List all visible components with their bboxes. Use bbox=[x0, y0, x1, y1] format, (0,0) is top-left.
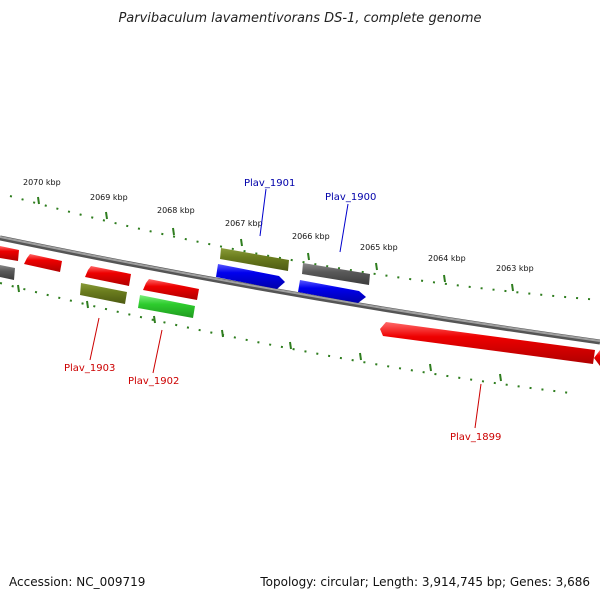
scale-label: 2067 kbp bbox=[225, 219, 263, 228]
major-tick bbox=[86, 300, 89, 309]
scale-label: 2068 kbp bbox=[157, 206, 195, 215]
gene-label-plav-1903[interactable]: Plav_1903 bbox=[64, 363, 115, 374]
major-tick bbox=[443, 274, 446, 283]
scale-label: 2066 kbp bbox=[292, 232, 330, 241]
major-tick bbox=[221, 329, 224, 338]
major-tick bbox=[359, 352, 362, 361]
major-tick bbox=[289, 341, 292, 350]
major-tick bbox=[17, 284, 20, 293]
major-tick bbox=[37, 196, 40, 205]
gene-label-plav-1902[interactable]: Plav_1902 bbox=[128, 376, 179, 387]
gene-forward-gray[interactable] bbox=[302, 263, 370, 285]
label-leader bbox=[474, 383, 482, 429]
topology-text: Topology: circular; Length: 3,914,745 bp… bbox=[260, 575, 590, 589]
major-tick bbox=[105, 211, 108, 220]
inner-major-ticks bbox=[17, 284, 502, 382]
gene-reverse-red[interactable] bbox=[0, 246, 19, 261]
major-tick bbox=[153, 315, 156, 324]
gene-reverse-red-long[interactable] bbox=[380, 322, 595, 364]
major-tick bbox=[240, 238, 243, 247]
gene-forward-olive[interactable] bbox=[220, 248, 289, 271]
inner-tick-ring bbox=[0, 282, 571, 394]
major-tick bbox=[499, 373, 502, 382]
label-leader bbox=[152, 329, 163, 374]
major-tick bbox=[172, 227, 175, 236]
gene-reverse-red[interactable] bbox=[24, 254, 62, 272]
genome-backbone-highlight bbox=[0, 236, 600, 342]
gene-reverse-red[interactable] bbox=[85, 266, 131, 286]
label-leader bbox=[259, 188, 267, 237]
scale-label: 2070 kbp bbox=[23, 178, 61, 187]
gene-reverse-green[interactable] bbox=[138, 295, 195, 318]
major-tick bbox=[307, 252, 310, 261]
inner-dotted-ring bbox=[0, 282, 571, 394]
gene-reverse-olive[interactable] bbox=[80, 283, 127, 304]
map-title: Parvibaculum lavamentivorans DS-1, compl… bbox=[118, 11, 481, 26]
scale-label: 2069 kbp bbox=[90, 193, 128, 202]
gene-label-plav-1900[interactable]: Plav_1900 bbox=[325, 192, 376, 203]
gene-forward-blue[interactable] bbox=[298, 280, 366, 303]
scale-label: 2063 kbp bbox=[496, 264, 534, 273]
major-tick bbox=[429, 363, 432, 372]
outer-major-ticks bbox=[37, 196, 514, 292]
gene-label-plav-1901[interactable]: Plav_1901 bbox=[244, 178, 295, 189]
scale-label: 2065 kbp bbox=[360, 243, 398, 252]
major-tick bbox=[511, 283, 514, 292]
gene-reverse-gray[interactable] bbox=[0, 265, 15, 280]
gene-reverse-red[interactable] bbox=[143, 279, 199, 300]
outer-tick-ring bbox=[9, 195, 600, 301]
outer-dotted-ring bbox=[9, 195, 600, 301]
scale-label: 2064 kbp bbox=[428, 254, 466, 263]
label-leader bbox=[89, 317, 100, 361]
label-leader bbox=[339, 203, 349, 253]
gene-forward-blue[interactable] bbox=[216, 264, 285, 289]
major-tick bbox=[375, 262, 378, 271]
gene-reverse-red[interactable] bbox=[594, 350, 600, 366]
accession-text: Accession: NC_009719 bbox=[9, 575, 146, 589]
gene-label-plav-1899[interactable]: Plav_1899 bbox=[450, 432, 501, 443]
